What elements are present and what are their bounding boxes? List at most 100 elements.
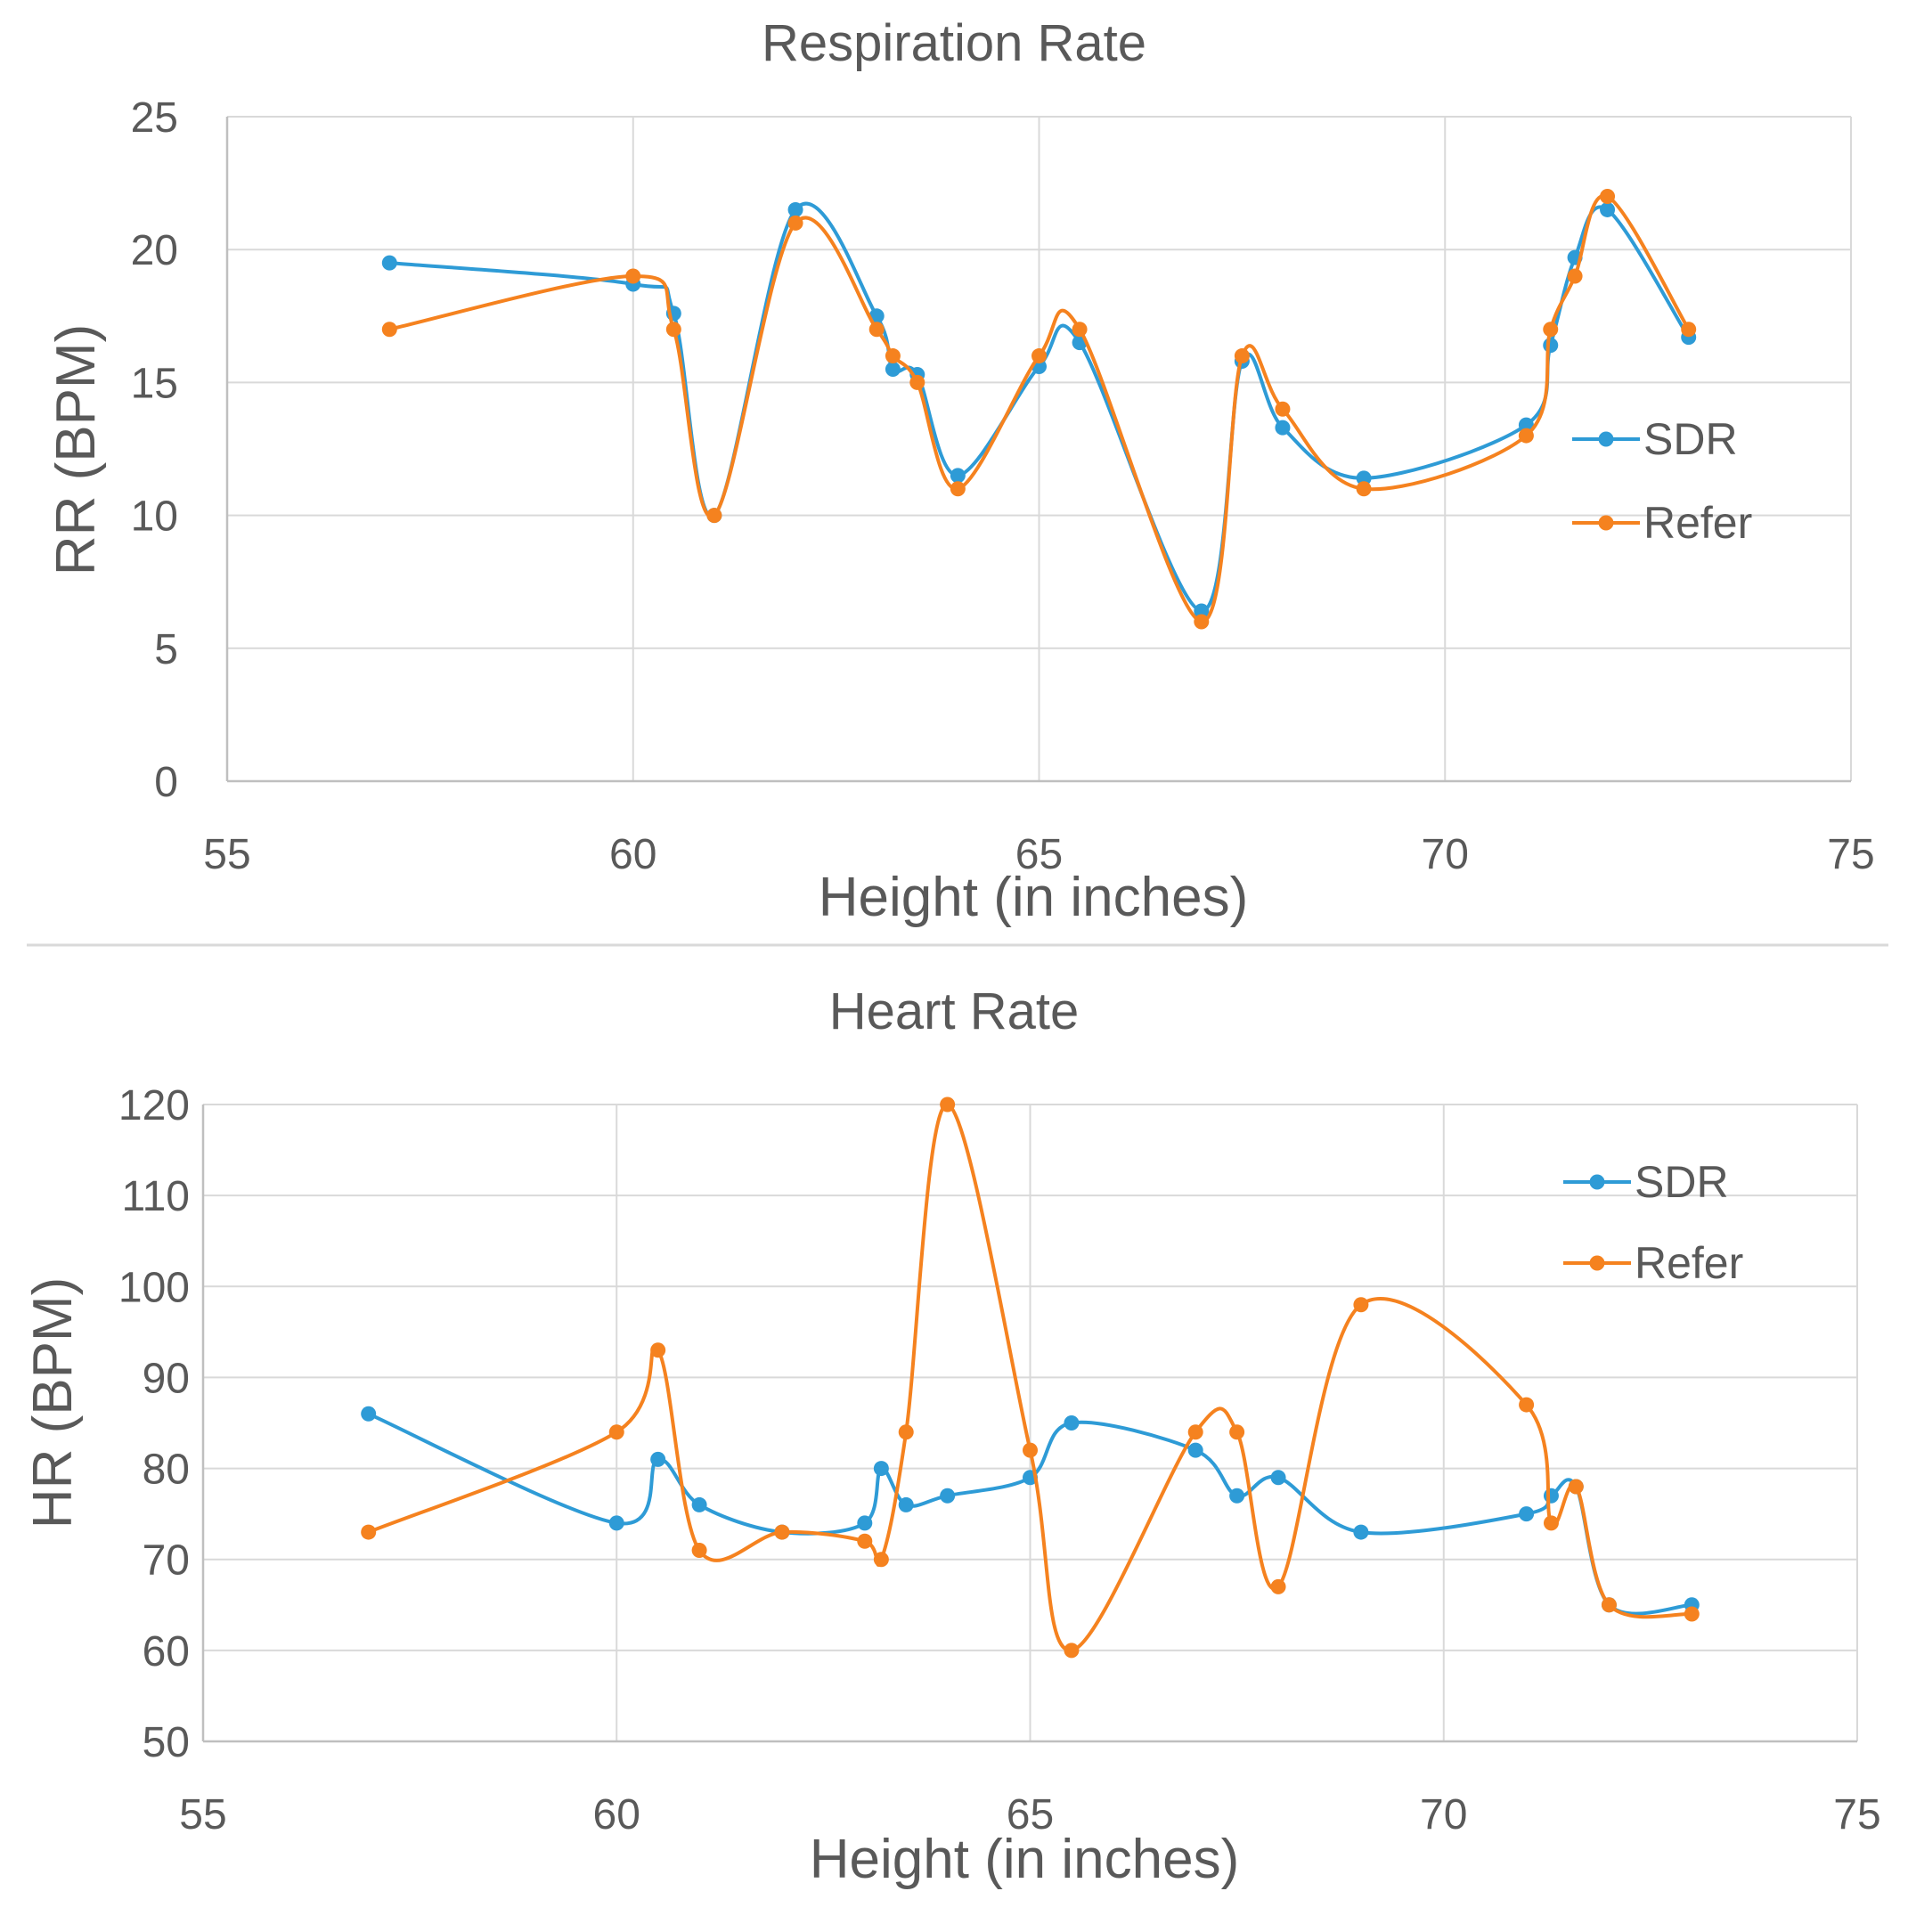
data-point-refer xyxy=(691,1543,707,1558)
grid xyxy=(225,116,1852,783)
data-point-refer xyxy=(608,1424,624,1440)
data-point-refer xyxy=(1353,1297,1369,1313)
data-point-sdr xyxy=(1270,1470,1286,1486)
data-point-refer xyxy=(665,322,681,338)
data-point-sdr xyxy=(1600,201,1616,217)
data-point-refer xyxy=(857,1533,873,1549)
x-tick-labels: 55 60 65 70 75 xyxy=(203,831,1874,878)
chart-title: Respiration Rate xyxy=(762,14,1146,72)
y-tick-label: 0 xyxy=(154,759,178,806)
y-axis-label: HR (BPM) xyxy=(22,1277,84,1528)
data-point-sdr xyxy=(857,1515,873,1531)
data-point-sdr xyxy=(608,1515,624,1531)
data-point-refer xyxy=(381,322,397,338)
data-point-sdr xyxy=(898,1496,914,1512)
legend-swatch-marker xyxy=(1598,431,1614,447)
data-point-sdr xyxy=(1275,420,1291,436)
data-point-refer xyxy=(787,215,803,231)
data-point-sdr xyxy=(1543,1488,1559,1504)
data-point-refer xyxy=(1543,322,1559,338)
data-point-sdr xyxy=(1356,470,1372,486)
x-tick-label: 75 xyxy=(1833,1791,1880,1838)
x-tick-label: 70 xyxy=(1420,1791,1467,1838)
legend-swatch-marker xyxy=(1589,1174,1605,1190)
data-point-refer xyxy=(885,348,901,364)
series-layer xyxy=(381,189,1697,630)
data-point-sdr xyxy=(940,1488,956,1504)
x-tick-label: 60 xyxy=(593,1791,640,1838)
x-tick-labels: 55 60 65 70 75 xyxy=(179,1791,1880,1838)
data-point-sdr xyxy=(1229,1488,1245,1504)
data-point-refer xyxy=(1681,322,1697,338)
data-point-sdr xyxy=(381,255,397,271)
data-point-refer xyxy=(909,374,925,390)
data-point-refer xyxy=(1072,322,1088,338)
data-point-refer xyxy=(1031,348,1047,364)
x-tick-label: 65 xyxy=(1015,831,1063,878)
data-point-sdr xyxy=(950,468,966,484)
data-point-sdr xyxy=(1194,603,1210,619)
y-tick-label: 120 xyxy=(118,1082,190,1129)
data-point-refer xyxy=(1600,189,1616,205)
data-point-sdr xyxy=(650,1451,666,1467)
data-point-refer xyxy=(1229,1424,1245,1440)
y-tick-label: 5 xyxy=(154,626,178,673)
data-point-refer xyxy=(1568,1479,1584,1495)
data-point-sdr xyxy=(1064,1415,1080,1431)
data-point-refer xyxy=(898,1424,914,1440)
y-tick-label: 100 xyxy=(118,1264,190,1311)
legend-label-sdr: SDR xyxy=(1635,1157,1729,1207)
data-point-refer xyxy=(625,268,641,284)
data-point-refer xyxy=(1518,428,1534,444)
x-tick-label: 60 xyxy=(609,831,656,878)
x-tick-label: 75 xyxy=(1827,831,1874,878)
y-tick-label: 60 xyxy=(143,1628,190,1675)
data-point-sdr xyxy=(691,1496,707,1512)
data-point-refer xyxy=(940,1096,956,1113)
data-point-sdr xyxy=(787,201,803,217)
data-point-sdr xyxy=(885,361,901,377)
y-tick-label: 20 xyxy=(131,227,178,274)
data-point-sdr xyxy=(1518,417,1534,433)
data-point-refer xyxy=(1064,1643,1080,1659)
data-point-sdr xyxy=(1543,338,1559,354)
legend-swatch-marker xyxy=(1589,1255,1605,1271)
y-tick-label: 110 xyxy=(121,1173,190,1220)
legend-label-refer: Refer xyxy=(1643,498,1752,548)
data-point-refer xyxy=(650,1342,666,1358)
y-axis-label: RR (BPM) xyxy=(45,324,107,575)
y-tick-label: 90 xyxy=(143,1355,190,1402)
series-layer xyxy=(361,1096,1700,1659)
y-tick-label: 80 xyxy=(143,1447,190,1494)
data-point-sdr xyxy=(1187,1442,1203,1458)
grid xyxy=(201,1104,1858,1743)
legend-label-sdr: SDR xyxy=(1643,414,1738,464)
data-point-refer xyxy=(1543,1515,1559,1531)
x-axis-label: Height (in inches) xyxy=(810,1829,1239,1890)
legend: SDR Refer xyxy=(1563,1157,1743,1288)
x-tick-label: 55 xyxy=(179,1791,226,1838)
data-point-refer xyxy=(1187,1424,1203,1440)
data-point-refer xyxy=(361,1524,377,1540)
x-axis-label: Height (in inches) xyxy=(819,867,1248,928)
heart-rate-chart: Heart Rate 50 60 70 80 90 100 110 120 55 60 65 70 7… xyxy=(22,982,1881,1890)
x-tick-label: 65 xyxy=(1007,1791,1054,1838)
legend-label-refer: Refer xyxy=(1635,1238,1743,1288)
data-point-refer xyxy=(1023,1442,1038,1458)
data-point-sdr xyxy=(1353,1524,1369,1540)
chart-title: Heart Rate xyxy=(829,982,1079,1040)
data-point-refer xyxy=(950,481,966,497)
data-point-refer xyxy=(774,1524,790,1540)
legend: SDR Refer xyxy=(1572,414,1752,548)
data-point-sdr xyxy=(1519,1506,1535,1522)
data-point-refer xyxy=(1519,1397,1535,1413)
data-point-refer xyxy=(873,1552,889,1568)
data-point-refer xyxy=(1684,1606,1700,1622)
legend-swatch-marker xyxy=(1598,515,1614,531)
data-point-refer xyxy=(1356,481,1372,497)
data-point-refer xyxy=(1234,348,1250,364)
x-tick-label: 70 xyxy=(1422,831,1469,878)
data-point-refer xyxy=(1567,268,1583,284)
